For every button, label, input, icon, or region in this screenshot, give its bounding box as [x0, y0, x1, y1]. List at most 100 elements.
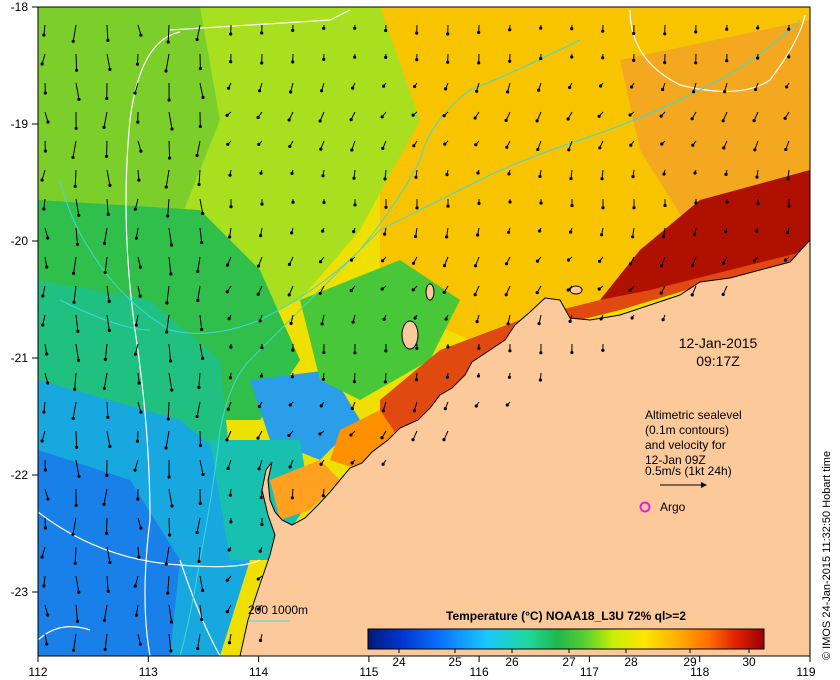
velocity-arrow-head [694, 30, 698, 34]
velocity-arrow [44, 372, 49, 384]
velocity-arrow-head [257, 142, 261, 146]
velocity-arrow [106, 546, 111, 563]
velocity-arrow [722, 111, 728, 122]
velocity-arrow-head [229, 60, 233, 64]
velocity-arrow-head [570, 55, 574, 59]
velocity-arrow-head [107, 299, 111, 303]
velocity-arrow-head [165, 330, 169, 334]
velocity-arrow-head [442, 438, 446, 442]
velocity-arrow [197, 256, 201, 272]
y-tick-22: -22 [11, 468, 29, 482]
x-axis: 112 113 114 115 116 117 118 119 [28, 656, 816, 679]
velocity-arrow-head [446, 345, 450, 349]
velocity-arrow-head [504, 118, 508, 122]
velocity-arrow [137, 256, 141, 268]
velocity-arrow-head [73, 184, 77, 188]
velocity-arrow-head [536, 147, 540, 152]
velocity-arrow-head [72, 271, 76, 275]
velocity-arrow-head [412, 144, 416, 148]
velocity-arrow [165, 546, 170, 565]
x-tick-119: 119 [796, 665, 815, 679]
velocity-arrow-head [724, 230, 728, 234]
velocity-arrow-head [287, 118, 291, 122]
velocity-arrow-head [601, 29, 605, 33]
legend-scale-label: 0.5m/s (1kt 24h) [645, 464, 732, 478]
velocity-arrow [168, 372, 173, 391]
velocity-arrow [134, 82, 139, 94]
velocity-arrow-head [786, 177, 790, 181]
y-tick-18: -18 [11, 0, 29, 14]
velocity-arrow-head [380, 115, 384, 119]
velocity-arrow-head [475, 320, 479, 324]
velocity-arrow-head [43, 149, 48, 153]
velocity-arrow-head [444, 87, 448, 91]
velocity-arrow [106, 140, 108, 157]
velocity-arrow-head [569, 177, 573, 181]
velocity-arrow-head [256, 436, 260, 440]
velocity-arrow-head [195, 530, 199, 535]
velocity-arrow [167, 401, 170, 420]
velocity-arrow-head [753, 148, 757, 152]
velocity-arrow [197, 285, 201, 301]
velocity-arrow-head [507, 230, 511, 234]
velocity-arrow [168, 227, 172, 246]
credit-text: © IMOS 24-Jan-2015 11:32:50 Hobart time [821, 451, 833, 660]
velocity-arrow [199, 459, 204, 475]
velocity-arrow-head [693, 171, 697, 175]
velocity-arrow-head [322, 26, 326, 30]
velocity-arrow-head [226, 466, 230, 471]
velocity-arrow-head [629, 143, 633, 147]
velocity-arrow-head [225, 578, 229, 582]
velocity-arrow-head [787, 55, 791, 59]
velocity-arrow-head [381, 409, 385, 413]
velocity-arrow-head [226, 142, 230, 146]
velocity-arrow-head [442, 290, 446, 294]
velocity-arrow [166, 314, 170, 333]
velocity-arrow-head [632, 206, 636, 210]
velocity-arrow-head [443, 407, 447, 411]
velocity-arrow [106, 198, 109, 215]
velocity-arrow [75, 430, 78, 448]
velocity-arrow [104, 256, 108, 273]
velocity-arrow [167, 198, 170, 217]
velocity-arrow [198, 372, 201, 388]
velocity-arrow-head [290, 375, 294, 379]
velocity-arrow-head [138, 294, 142, 298]
velocity-arrow-head [694, 61, 698, 65]
velocity-arrow-head [535, 291, 539, 295]
velocity-arrow-head [73, 387, 77, 391]
legend-line-1: Altimetric sealevel [645, 408, 742, 422]
cb-tick-30: 30 [742, 655, 756, 669]
colorbar-gradient [367, 628, 765, 650]
velocity-arrow [196, 24, 201, 40]
velocity-arrow [75, 575, 80, 593]
velocity-arrow-head [139, 526, 143, 530]
velocity-arrow-head [446, 60, 450, 64]
velocity-arrow [75, 604, 78, 622]
argo-marker-icon [639, 501, 651, 513]
velocity-arrow-head [166, 591, 170, 595]
velocity-arrow [166, 285, 170, 304]
velocity-arrow-head [756, 201, 760, 206]
velocity-arrow-head [352, 230, 356, 234]
velocity-arrow [199, 343, 204, 359]
velocity-arrow-head [725, 200, 729, 204]
velocity-arrow-head [442, 264, 447, 268]
velocity-arrow-head [288, 403, 292, 407]
velocity-arrow-head [473, 264, 478, 268]
velocity-arrow-head [474, 143, 478, 147]
velocity-arrow-head [71, 416, 75, 420]
velocity-arrow-head [228, 376, 232, 380]
velocity-arrow-head [383, 232, 387, 236]
y-axis: -18 -19 -20 -21 -22 -23 [11, 0, 38, 599]
velocity-arrow [106, 53, 111, 70]
velocity-arrow-head [41, 294, 45, 298]
velocity-arrow-head [166, 214, 170, 218]
velocity-arrow-head [537, 322, 541, 326]
velocity-arrow-head [169, 272, 173, 276]
velocity-arrow [167, 24, 170, 43]
velocity-arrow [165, 53, 170, 72]
velocity-arrow-head [476, 233, 480, 237]
velocity-arrow [137, 169, 140, 181]
velocity-arrow-head [201, 95, 205, 100]
